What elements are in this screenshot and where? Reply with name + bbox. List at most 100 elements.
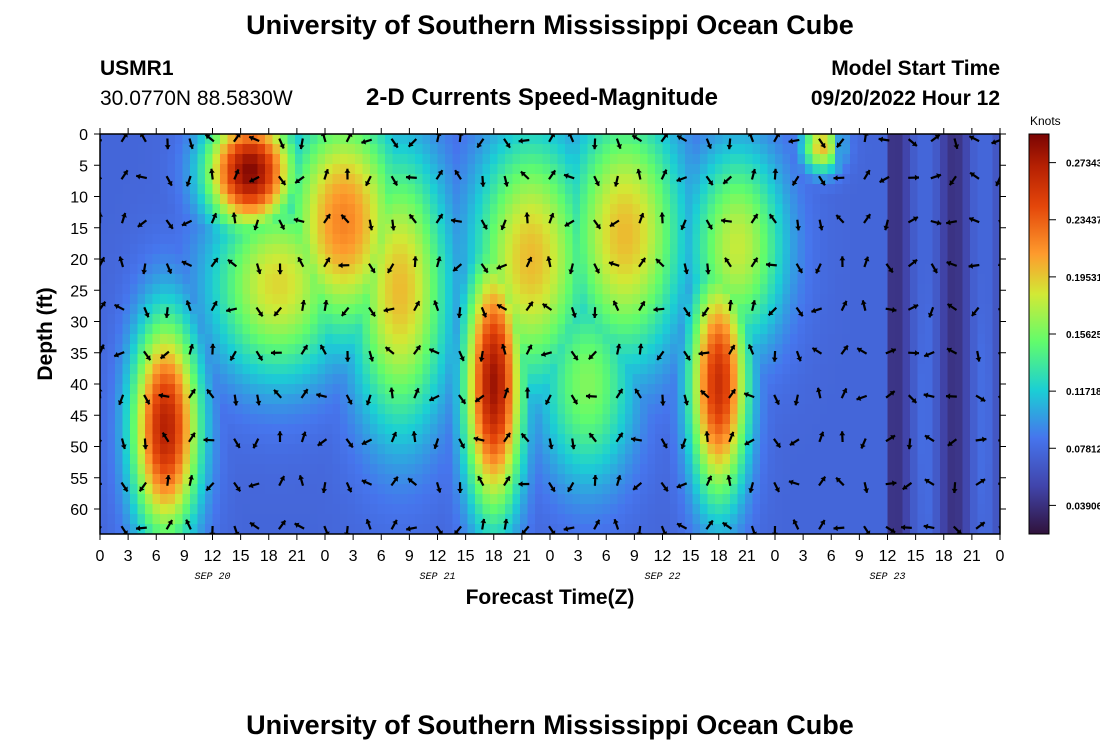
current-arrow	[456, 307, 463, 319]
heatmap-cell	[332, 344, 341, 355]
heatmap-cell	[167, 144, 176, 155]
heatmap-cell	[835, 134, 844, 145]
heatmap-cell	[242, 514, 251, 525]
heatmap-cell	[902, 474, 911, 485]
heatmap-cell	[100, 464, 109, 475]
heatmap-cell	[220, 284, 229, 295]
heatmap-cell	[242, 354, 251, 365]
heatmap-cell	[272, 524, 281, 534]
heatmap-cell	[535, 494, 544, 505]
heatmap-cell	[625, 204, 634, 215]
heatmap-cell	[565, 384, 574, 395]
heatmap-cell	[947, 514, 956, 525]
heatmap-cell	[587, 284, 596, 295]
heatmap-cell	[332, 274, 341, 285]
heatmap-cell	[167, 334, 176, 345]
heatmap-cell	[520, 384, 529, 395]
heatmap-cell	[745, 384, 754, 395]
heatmap-cell	[250, 424, 259, 435]
heatmap-cell	[880, 444, 889, 455]
heatmap-cell	[467, 314, 476, 325]
heatmap-cell	[812, 434, 821, 445]
heatmap-cell	[212, 474, 221, 485]
heatmap-cell	[460, 184, 469, 195]
heatmap-cell	[827, 234, 836, 245]
heatmap-cell	[692, 424, 701, 435]
heatmap-cell	[812, 424, 821, 435]
heatmap-cell	[145, 404, 154, 415]
heatmap-cell	[617, 484, 626, 495]
heatmap-cell	[872, 354, 881, 365]
heatmap-cell	[257, 174, 266, 185]
heatmap-cell	[917, 464, 926, 475]
heatmap-cell	[752, 364, 761, 375]
heatmap-cell	[212, 324, 221, 335]
heatmap-cell	[782, 154, 791, 165]
heatmap-cell	[227, 454, 236, 465]
heatmap-cell	[257, 404, 266, 415]
heatmap-cell	[640, 364, 649, 375]
heatmap-cell	[632, 354, 641, 365]
heatmap-cell	[145, 334, 154, 345]
heatmap-cell	[520, 194, 529, 205]
heatmap-cell	[287, 494, 296, 505]
heatmap-cell	[265, 134, 274, 145]
heatmap-cell	[212, 384, 221, 395]
heatmap-cell	[242, 264, 251, 275]
heatmap-cell	[850, 254, 859, 265]
heatmap-cell	[662, 264, 671, 275]
heatmap-cell	[107, 504, 116, 515]
heatmap-cell	[422, 144, 431, 155]
heatmap-cell	[842, 324, 851, 335]
heatmap-cell	[445, 314, 454, 325]
heatmap-cell	[745, 134, 754, 145]
heatmap-cell	[535, 394, 544, 405]
heatmap-cell	[602, 174, 611, 185]
heatmap-cell	[205, 444, 214, 455]
heatmap-cell	[220, 474, 229, 485]
heatmap-cell	[152, 414, 161, 425]
heatmap-cell	[325, 444, 334, 455]
heatmap-cell	[302, 304, 311, 315]
heatmap-cell	[895, 354, 904, 365]
heatmap-cell	[107, 304, 116, 315]
heatmap-cell	[415, 204, 424, 215]
heatmap-cell	[640, 514, 649, 525]
heatmap-cell	[280, 374, 289, 385]
heatmap-cell	[812, 364, 821, 375]
heatmap-cell	[760, 474, 769, 485]
heatmap-cell	[782, 144, 791, 155]
heatmap-cell	[145, 464, 154, 475]
heatmap-cell	[257, 344, 266, 355]
heatmap-cell	[677, 184, 686, 195]
heatmap-cell	[137, 464, 146, 475]
heatmap-cell	[130, 524, 139, 534]
heatmap-cell	[340, 314, 349, 325]
heatmap-cell	[362, 254, 371, 265]
heatmap-cell	[437, 394, 446, 405]
heatmap-cell	[527, 164, 536, 175]
heatmap-cell	[925, 174, 934, 185]
heatmap-cell	[655, 454, 664, 465]
heatmap-cell	[640, 374, 649, 385]
heatmap-cell	[520, 144, 529, 155]
heatmap-cell	[257, 244, 266, 255]
heatmap-cell	[677, 474, 686, 485]
heatmap-cell	[655, 414, 664, 425]
heatmap-cell	[910, 474, 919, 485]
heatmap-cell	[212, 394, 221, 405]
heatmap-cell	[985, 514, 994, 525]
heatmap-cell	[962, 404, 971, 415]
heatmap-cell	[535, 374, 544, 385]
heatmap-cell	[752, 514, 761, 525]
heatmap-cell	[340, 524, 349, 534]
heatmap-cell	[670, 434, 679, 445]
heatmap-cell	[647, 194, 656, 205]
heatmap-cell	[835, 284, 844, 295]
heatmap-cell	[407, 184, 416, 195]
heatmap-cell	[820, 394, 829, 405]
heatmap-cell	[445, 244, 454, 255]
heatmap-cell	[527, 224, 536, 235]
heatmap-cell	[985, 224, 994, 235]
heatmap-cell	[542, 274, 551, 285]
